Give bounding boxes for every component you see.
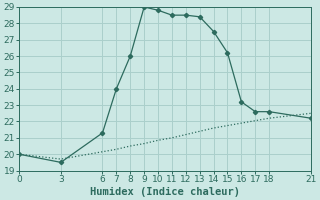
X-axis label: Humidex (Indice chaleur): Humidex (Indice chaleur) bbox=[90, 186, 240, 197]
